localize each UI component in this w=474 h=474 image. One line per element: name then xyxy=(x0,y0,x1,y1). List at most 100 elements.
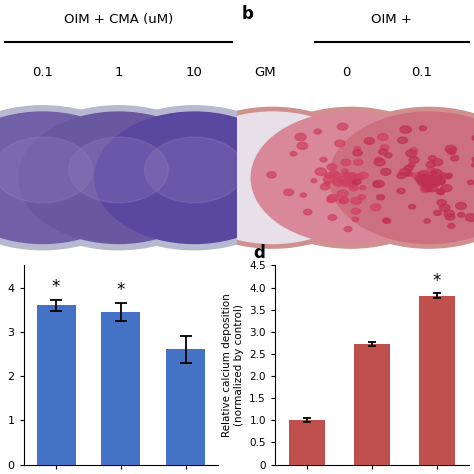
Circle shape xyxy=(267,172,276,178)
Circle shape xyxy=(360,186,366,190)
Circle shape xyxy=(422,185,432,191)
Circle shape xyxy=(314,129,321,134)
Circle shape xyxy=(323,175,335,183)
Circle shape xyxy=(406,150,417,157)
Circle shape xyxy=(381,168,391,175)
Circle shape xyxy=(421,177,431,183)
Circle shape xyxy=(441,184,452,191)
Circle shape xyxy=(376,195,384,200)
Circle shape xyxy=(383,218,389,222)
Circle shape xyxy=(373,180,384,188)
Circle shape xyxy=(343,174,352,180)
Circle shape xyxy=(448,224,455,228)
Circle shape xyxy=(438,180,445,184)
Circle shape xyxy=(173,112,372,244)
Circle shape xyxy=(446,214,455,220)
Circle shape xyxy=(445,174,452,179)
Circle shape xyxy=(320,157,327,162)
Circle shape xyxy=(353,179,361,185)
Circle shape xyxy=(435,178,441,182)
Circle shape xyxy=(451,155,459,161)
Text: 0.1: 0.1 xyxy=(411,66,432,80)
Text: 0.1: 0.1 xyxy=(32,66,53,80)
Circle shape xyxy=(337,176,347,183)
Circle shape xyxy=(434,210,441,216)
Circle shape xyxy=(472,135,474,141)
Circle shape xyxy=(421,174,429,179)
Circle shape xyxy=(351,208,360,214)
Circle shape xyxy=(303,209,312,215)
Circle shape xyxy=(447,148,456,155)
Circle shape xyxy=(375,157,382,162)
Circle shape xyxy=(400,126,411,133)
Circle shape xyxy=(465,214,474,221)
Bar xyxy=(290,420,325,465)
Circle shape xyxy=(333,179,344,186)
Circle shape xyxy=(383,219,391,224)
Circle shape xyxy=(85,106,303,250)
Circle shape xyxy=(251,112,450,244)
Circle shape xyxy=(355,146,361,151)
Text: OIM + CMA (uM): OIM + CMA (uM) xyxy=(64,12,173,26)
Circle shape xyxy=(373,182,380,187)
Circle shape xyxy=(434,177,446,184)
Circle shape xyxy=(418,177,427,183)
Text: 0: 0 xyxy=(342,66,350,80)
Circle shape xyxy=(420,181,429,186)
Circle shape xyxy=(472,163,474,167)
Circle shape xyxy=(419,180,426,184)
Circle shape xyxy=(398,137,408,144)
Circle shape xyxy=(339,199,346,203)
Circle shape xyxy=(342,182,349,187)
Circle shape xyxy=(320,183,330,190)
Circle shape xyxy=(346,173,356,179)
Circle shape xyxy=(0,112,142,244)
Bar xyxy=(166,349,205,465)
Text: d: d xyxy=(254,244,265,262)
Circle shape xyxy=(446,173,452,178)
Circle shape xyxy=(408,163,415,167)
Circle shape xyxy=(432,171,438,174)
Text: 10: 10 xyxy=(186,66,203,80)
Circle shape xyxy=(424,175,433,181)
Circle shape xyxy=(0,137,92,203)
Circle shape xyxy=(322,108,474,248)
Text: *: * xyxy=(433,272,441,290)
Circle shape xyxy=(365,138,374,145)
Circle shape xyxy=(379,149,388,155)
Bar xyxy=(419,295,455,465)
Circle shape xyxy=(381,145,389,150)
Circle shape xyxy=(374,159,385,166)
Circle shape xyxy=(433,176,444,183)
Circle shape xyxy=(0,106,152,250)
Circle shape xyxy=(342,179,354,186)
Circle shape xyxy=(409,157,419,163)
Circle shape xyxy=(432,159,443,166)
Circle shape xyxy=(335,140,345,147)
Circle shape xyxy=(337,190,348,197)
Circle shape xyxy=(327,164,337,170)
Circle shape xyxy=(444,210,454,217)
Circle shape xyxy=(425,180,437,187)
Circle shape xyxy=(344,227,352,232)
Circle shape xyxy=(419,126,426,130)
Bar xyxy=(101,312,140,465)
Circle shape xyxy=(295,133,306,141)
Circle shape xyxy=(330,171,338,176)
Circle shape xyxy=(420,186,430,192)
Circle shape xyxy=(467,180,474,184)
Circle shape xyxy=(300,193,306,197)
Text: OIM +: OIM + xyxy=(371,12,411,26)
Circle shape xyxy=(349,185,358,191)
Circle shape xyxy=(311,179,317,182)
Bar xyxy=(36,305,75,465)
Circle shape xyxy=(284,189,293,196)
Circle shape xyxy=(290,152,297,156)
Text: *: * xyxy=(52,277,60,295)
Circle shape xyxy=(397,173,406,179)
Circle shape xyxy=(9,106,228,250)
Circle shape xyxy=(426,177,432,181)
Circle shape xyxy=(358,195,365,200)
Circle shape xyxy=(419,178,430,185)
Circle shape xyxy=(427,182,436,188)
